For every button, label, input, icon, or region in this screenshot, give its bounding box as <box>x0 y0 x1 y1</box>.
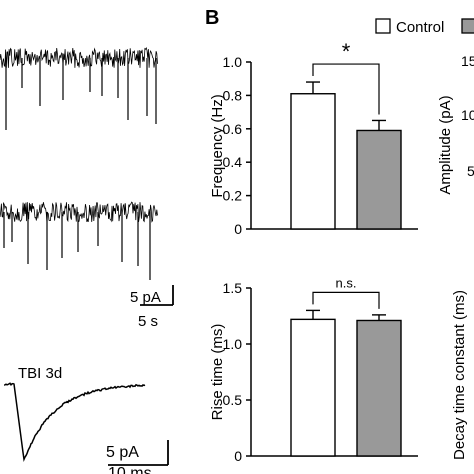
y-tick-label: 1.0 <box>223 54 243 70</box>
amplitude-tick-10: 10 <box>461 107 474 123</box>
trace-scalebar: 5 pA 5 s <box>130 285 174 330</box>
y-axis-title: Frequency (Hz) <box>209 94 226 197</box>
decay-chart-partial: Decay time constant (ms) <box>451 290 468 460</box>
significance-bracket <box>312 291 380 309</box>
trace-time-scale-label: 5 s <box>138 313 158 330</box>
bar-tbi <box>356 129 402 230</box>
y-tick-label: 0.2 <box>223 188 243 204</box>
average-amplitude-scale-label: 5 pA <box>106 444 139 461</box>
legend-control-label: Control <box>396 19 444 36</box>
frequency-chart: 0 0.2 0.4 0.6 0.8 1.0 Frequency (Hz) * <box>209 39 418 237</box>
average-mepsc-trace <box>4 382 146 462</box>
tbi-3d-label: TBI 3d <box>18 365 62 382</box>
amplitude-chart-partial: Amplitude (pA) 15 10 5 <box>437 53 474 195</box>
y-tick-label: 0.6 <box>223 121 243 137</box>
average-time-scale-label: 10 ms <box>108 465 152 474</box>
current-traces <box>0 46 158 280</box>
significance-bracket <box>312 63 380 115</box>
rise-time-chart: 0 0.5 1.0 1.5 Rise time (ms) n.s. <box>209 275 418 464</box>
y-axis-title: Rise time (ms) <box>209 324 226 421</box>
tbi-trace <box>0 201 158 223</box>
average-scalebar: 5 pA 10 ms <box>106 440 169 474</box>
amplitude-tick-5: 5 <box>467 163 474 179</box>
y-tick-label: 0.4 <box>223 154 243 170</box>
amplitude-axis-title: Amplitude (pA) <box>437 95 454 194</box>
average-trace <box>4 382 146 462</box>
y-tick-label: 0.5 <box>223 392 243 408</box>
control-trace <box>0 46 158 68</box>
amplitude-tick-15: 15 <box>461 53 474 69</box>
y-tick-label: 1.5 <box>223 280 243 296</box>
bar-control <box>290 93 336 230</box>
y-tick-label: 0 <box>234 448 242 464</box>
y-tick-label: 1.0 <box>223 336 243 352</box>
significance-label: n.s. <box>336 275 357 290</box>
bar-control <box>290 318 336 457</box>
panel-b-label: B <box>205 7 219 29</box>
bar-tbi <box>356 319 402 457</box>
legend-control-swatch <box>375 18 391 34</box>
legend-tbi-swatch <box>461 18 474 34</box>
significance-label: * <box>342 39 351 64</box>
trace-amplitude-scale-label: 5 pA <box>130 289 161 306</box>
legend: Control <box>375 18 474 36</box>
y-tick-label: 0 <box>234 221 242 237</box>
y-tick-label: 0.8 <box>223 87 243 103</box>
decay-axis-title: Decay time constant (ms) <box>451 290 468 460</box>
